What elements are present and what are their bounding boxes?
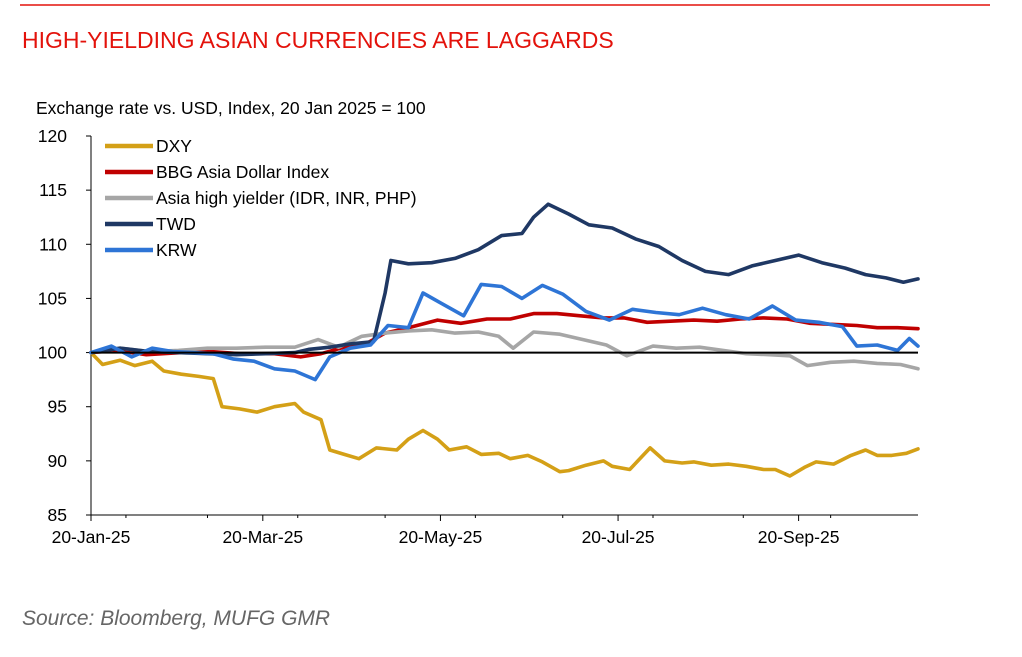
source-note: Source: Bloomberg, MUFG GMR [22,607,330,630]
series-line-twd [89,202,920,357]
legend-label: KRW [156,240,197,260]
legend-label: DXY [156,136,192,156]
chart-title: HIGH-YIELDING ASIAN CURRENCIES ARE LAGGA… [22,27,614,53]
series-lines [89,202,920,478]
legend-label: Asia high yielder (IDR, INR, PHP) [156,188,417,208]
series-line-asia-high-yielder-idr-inr-php [89,328,920,371]
x-tick-label: 20-Sep-25 [758,527,840,547]
axes: 85 90 95 100 105 110 115 120 20-Jan-25 20-Mar-25 2… [38,126,918,547]
chart-subtitle: Exchange rate vs. USD, Index, 20 Jan 202… [36,98,426,118]
x-tick-label: 20-Jan-25 [52,527,131,547]
y-tick-label: 120 [38,126,67,146]
legend-label: TWD [156,214,196,234]
y-tick-label: 110 [39,234,67,254]
series-line-dxy [89,350,920,478]
x-tick-label: 20-Jul-25 [582,527,655,547]
y-tick-label: 105 [38,288,67,308]
y-tick-label: 90 [48,451,68,471]
y-tick-label: 115 [39,180,67,200]
x-tick-label: 20-May-25 [399,527,483,547]
series-line-krw [89,282,920,382]
y-tick-label: 100 [38,343,67,363]
legend: DXY BBG Asia Dollar Index Asia high yielde… [105,136,417,260]
legend-label: BBG Asia Dollar Index [156,162,329,182]
y-tick-label: 85 [48,505,67,525]
y-tick-label: 95 [48,397,67,417]
x-tick-label: 20-Mar-25 [222,527,303,547]
